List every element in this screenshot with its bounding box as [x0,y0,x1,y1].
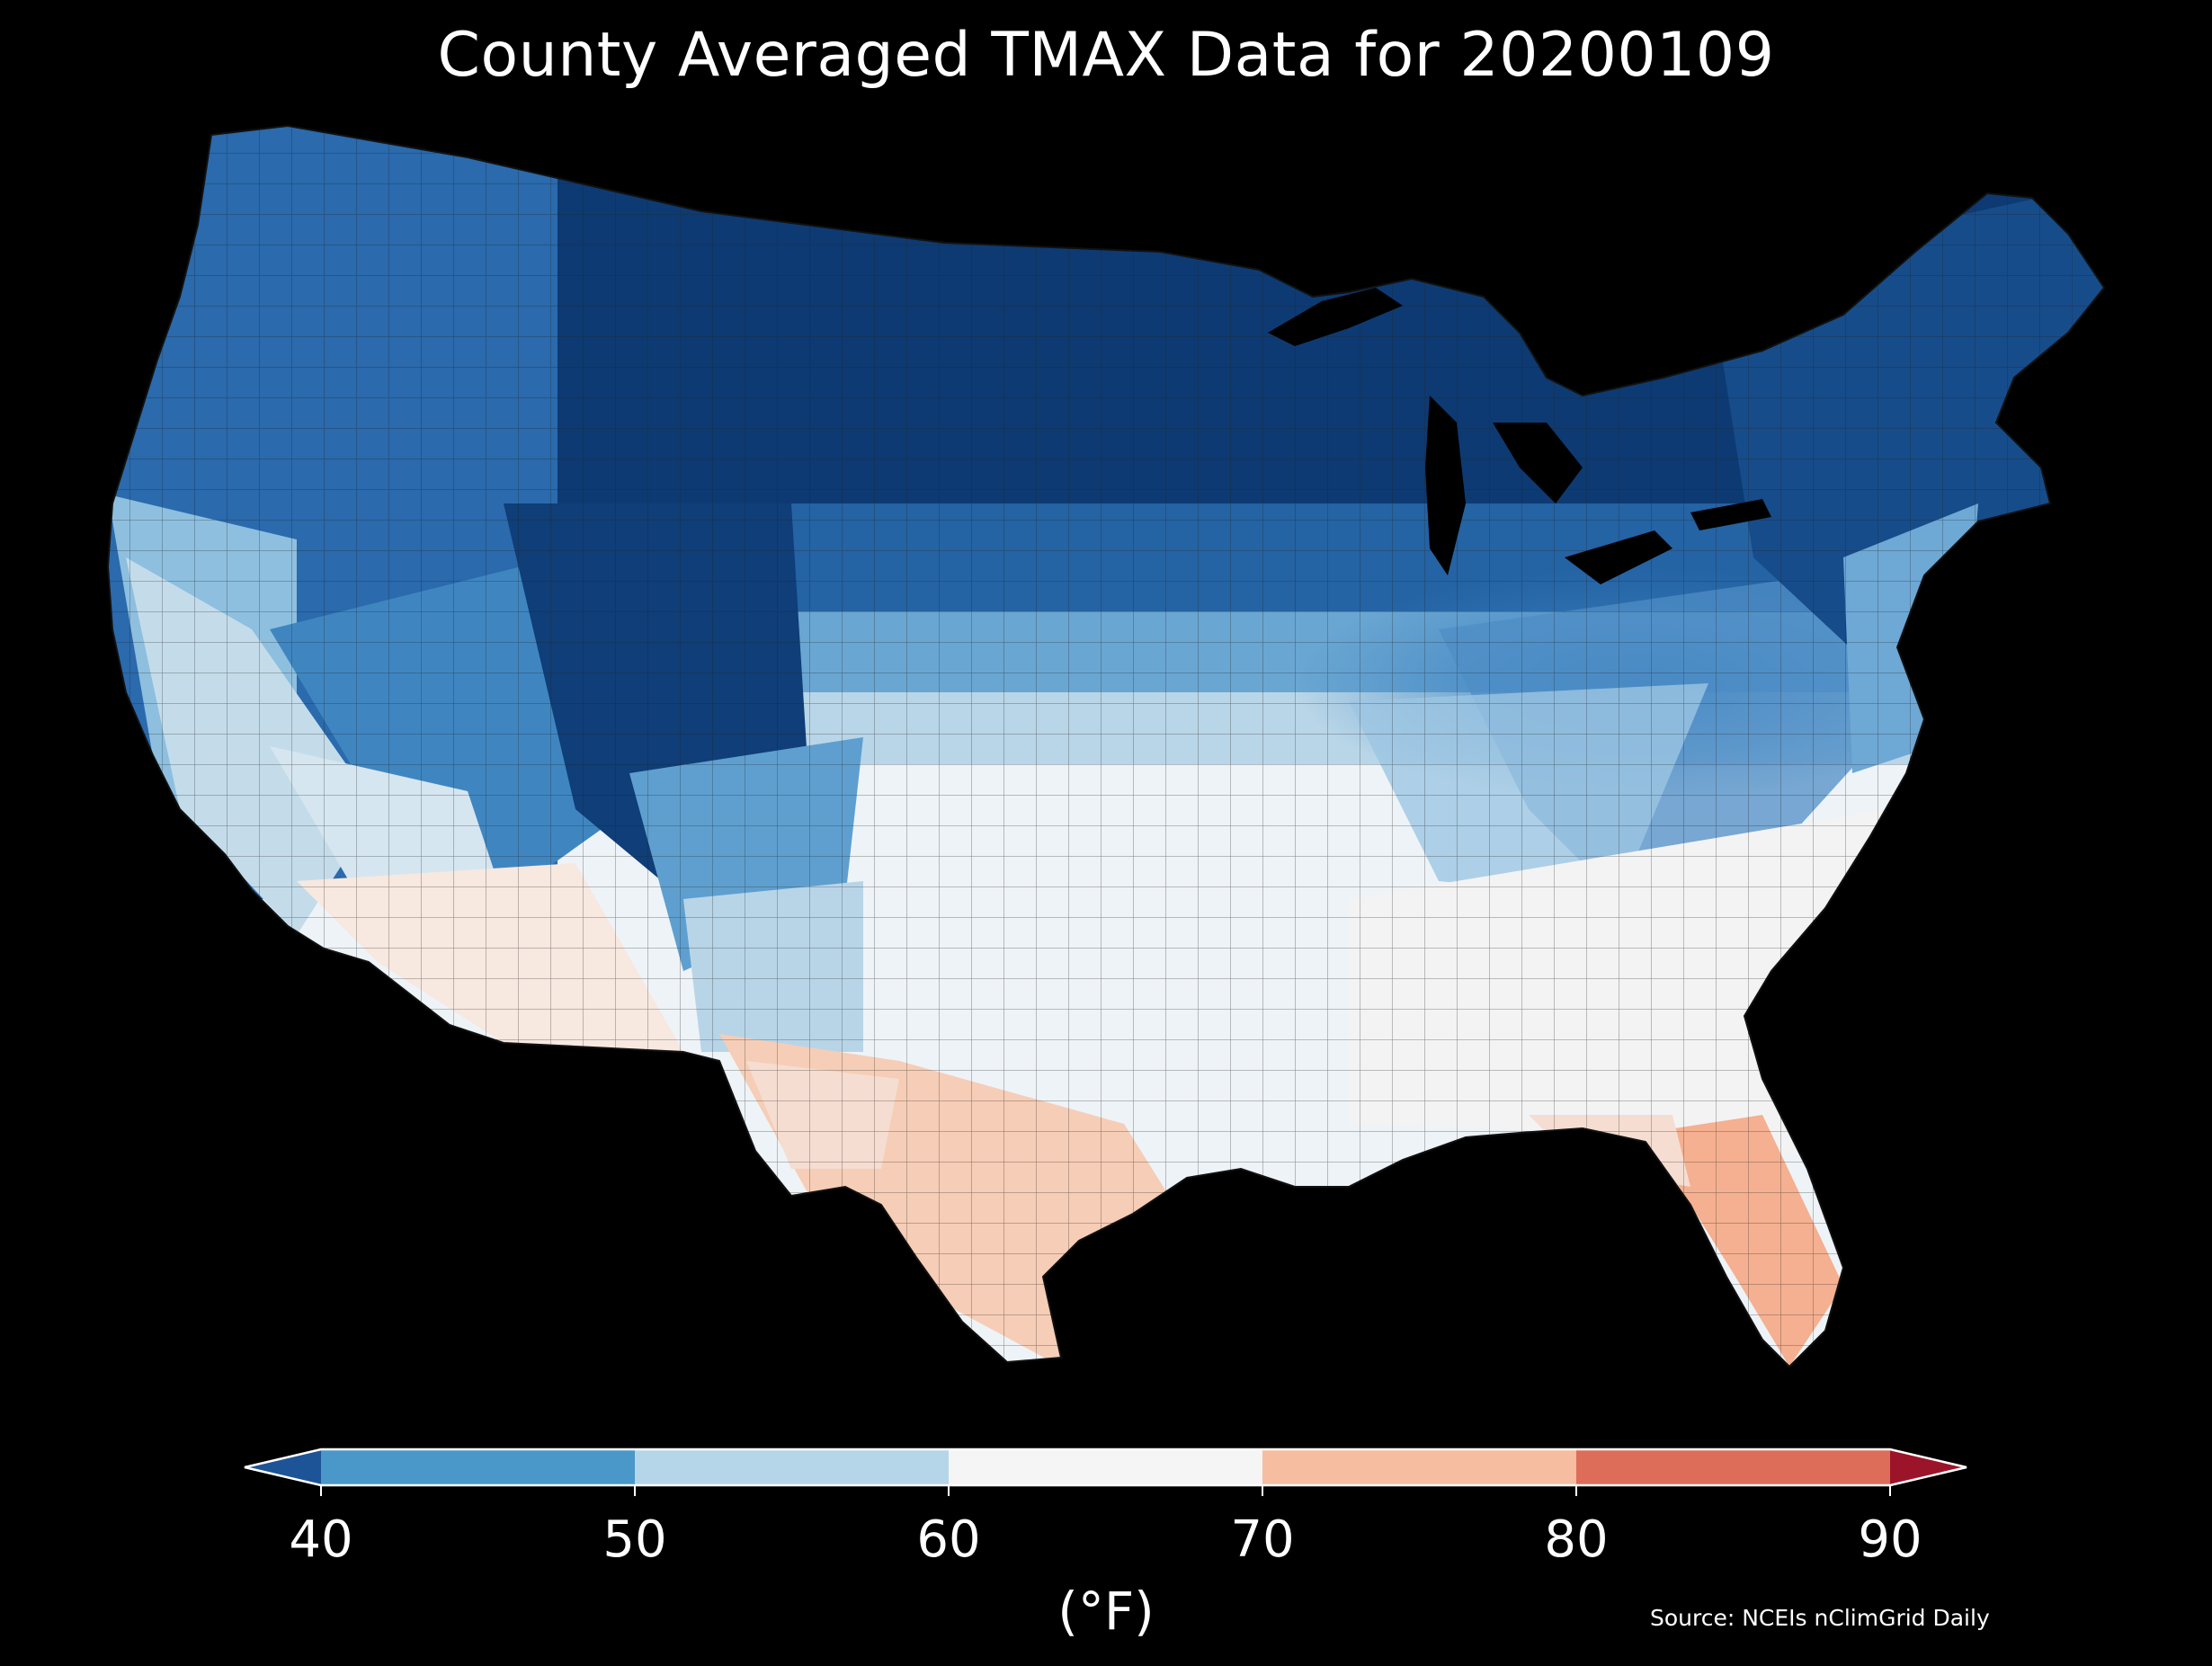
source-credit: Source: NCEIs nClimGrid Daily [1650,1605,1990,1631]
colorbar-tick-label: 70 [1230,1510,1295,1569]
colorbar-bin-60-70 [949,1449,1262,1485]
colorbar-under-arrow [245,1449,321,1485]
colorbar-tick-label: 60 [916,1510,981,1569]
map-title: County Averaged TMAX Data for 20200109 [437,20,1775,91]
colorbar-bin-40-50 [321,1449,635,1485]
great-lakes [1268,288,1771,584]
us-outline [106,124,2106,1368]
lake-erie [1565,530,1672,584]
colorbar-tick-label: 80 [1544,1510,1609,1569]
lake-huron [1493,423,1583,503]
colorbar-tick-label: 90 [1858,1510,1922,1569]
colorbar-bin-80-90 [1576,1449,1890,1485]
colorbar-bin-50-60 [635,1449,949,1485]
colorbar-unit-label: (°F) [1057,1581,1155,1642]
colorbar-tick-label: 40 [289,1510,353,1569]
colorbar-tick-marks [320,1485,1891,1496]
colorbar-over-arrow [1890,1449,1967,1485]
colorbar-bin-70-80 [1262,1449,1576,1485]
lake-michigan [1425,396,1466,575]
lake-superior [1268,288,1403,346]
colorbar-tick-label: 50 [602,1510,667,1569]
lake-ontario [1690,499,1771,530]
